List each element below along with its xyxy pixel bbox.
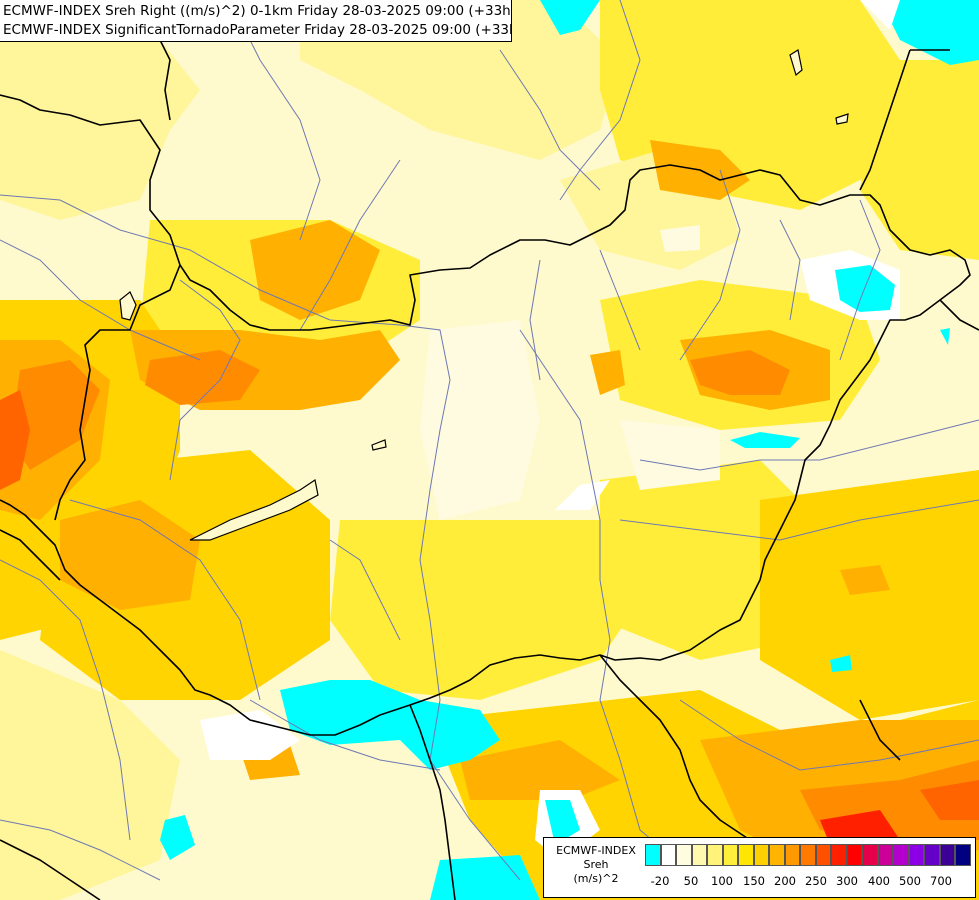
legend-swatch: [769, 844, 785, 866]
map-title-line-2: ECMWF-INDEX SignificantTornadoParameter …: [3, 22, 512, 38]
legend-swatch: [955, 844, 971, 866]
legend-swatch: [753, 844, 769, 866]
legend-swatch: [645, 844, 661, 866]
country-borders: [0, 39, 979, 900]
legend-tick-label: 500: [899, 874, 921, 888]
legend-swatch: [877, 844, 893, 866]
legend-tick-label: 400: [868, 874, 890, 888]
legend-swatches: [645, 844, 971, 866]
color-legend: ECMWF-INDEX Sreh (m/s)^2 -20 50 100 150 200 2…: [543, 837, 976, 898]
legend-tick-label: 700: [930, 874, 952, 888]
legend-swatch: [815, 844, 831, 866]
legend-swatch: [660, 844, 676, 866]
legend-swatch: [738, 844, 754, 866]
legend-title-line-2: Sreh: [583, 858, 609, 871]
legend-swatch: [939, 844, 955, 866]
lakes: [119, 49, 849, 541]
legend-swatch: [831, 844, 847, 866]
map-title-box: ECMWF-INDEX Sreh Right ((m/s)^2) 0-1km F…: [0, 0, 512, 42]
legend-tick-label: 300: [836, 874, 858, 888]
rivers: [0, 0, 979, 881]
legend-tick-label: 150: [743, 874, 765, 888]
legend-ticks: -20 50 100 150 200 250 300 400 500 700: [645, 874, 971, 890]
legend-swatch: [908, 844, 924, 866]
legend-swatch: [784, 844, 800, 866]
legend-tick-label: 100: [711, 874, 733, 888]
legend-swatch: [924, 844, 940, 866]
legend-swatch: [800, 844, 816, 866]
legend-title-line-3: (m/s)^2: [573, 872, 619, 885]
legend-swatch: [846, 844, 862, 866]
legend-title: ECMWF-INDEX Sreh (m/s)^2: [548, 844, 644, 886]
legend-swatch: [893, 844, 909, 866]
legend-tick-label: 250: [805, 874, 827, 888]
legend-swatch: [862, 844, 878, 866]
map-title-line-1: ECMWF-INDEX Sreh Right ((m/s)^2) 0-1km F…: [3, 3, 512, 19]
legend-tick-label: 50: [683, 874, 699, 888]
legend-tick-label: -20: [650, 874, 670, 888]
legend-swatch: [707, 844, 723, 866]
legend-tick-label: 200: [774, 874, 796, 888]
legend-title-line-1: ECMWF-INDEX: [556, 844, 636, 857]
legend-swatch: [691, 844, 707, 866]
legend-swatch: [722, 844, 738, 866]
sreh-field-low: [160, 0, 979, 900]
legend-swatch: [676, 844, 692, 866]
